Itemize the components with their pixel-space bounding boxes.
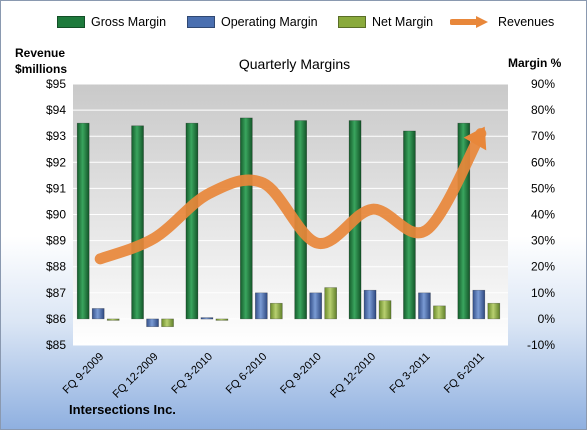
gross-margin-swatch bbox=[57, 16, 85, 28]
left-tick-label: $85 bbox=[46, 338, 66, 352]
left-tick-label: $87 bbox=[46, 286, 66, 300]
gross-margin-bar bbox=[240, 117, 253, 320]
category-label: FQ 12-2009 bbox=[111, 351, 161, 401]
operating-margin-bar bbox=[91, 308, 105, 320]
operating-margin-bar bbox=[146, 318, 159, 328]
operating-margin-bar bbox=[255, 292, 268, 320]
right-tick-label: 80% bbox=[531, 103, 555, 117]
revenues-line bbox=[94, 128, 487, 265]
right-tick-label: 10% bbox=[531, 286, 555, 300]
net-margin-bar bbox=[324, 287, 337, 320]
right-axis-title: Margin % bbox=[508, 56, 562, 70]
left-tick-label: $95 bbox=[46, 77, 66, 91]
category-label: FQ 6-2011 bbox=[442, 351, 487, 396]
company-name: Intersections Inc. bbox=[69, 402, 176, 417]
net-margin-bar bbox=[433, 305, 446, 320]
net-margin-bar bbox=[487, 302, 501, 320]
revenues-arrowhead bbox=[463, 126, 487, 151]
operating-margin-bar bbox=[363, 289, 377, 320]
left-tick-label: $92 bbox=[46, 155, 66, 169]
right-tick-label: 40% bbox=[531, 208, 555, 222]
legend-label-revenues: Revenues bbox=[498, 15, 555, 29]
net-margin-bar bbox=[106, 318, 120, 321]
right-tick-label: 50% bbox=[531, 181, 555, 195]
category-label: FQ 12-2010 bbox=[328, 351, 378, 401]
legend-item-gross-margin: Gross Margin bbox=[57, 15, 166, 29]
operating-margin-bar bbox=[200, 317, 214, 320]
net-margin-bar bbox=[161, 318, 174, 328]
category-label: FQ 6-2010 bbox=[224, 351, 270, 397]
category-label: FQ 9-2009 bbox=[61, 351, 107, 397]
category-label: FQ 3-2010 bbox=[169, 351, 215, 397]
net-margin-bar bbox=[215, 318, 229, 321]
legend-item-net-margin: Net Margin bbox=[338, 15, 433, 29]
operating-margin-bar bbox=[418, 292, 431, 320]
revenues-arrow-icon bbox=[450, 16, 488, 28]
left-tick-label: $86 bbox=[46, 312, 66, 326]
gross-margin-bar bbox=[131, 125, 144, 320]
right-tick-label: 90% bbox=[531, 77, 555, 91]
legend-item-operating-margin: Operating Margin bbox=[187, 15, 318, 29]
left-tick-label: $88 bbox=[46, 260, 66, 274]
operating-margin-bar bbox=[309, 292, 322, 320]
left-tick-label: $89 bbox=[46, 234, 66, 248]
legend-label-net-margin: Net Margin bbox=[372, 15, 434, 29]
net-margin-swatch bbox=[338, 16, 366, 28]
category-label: FQ 3-2011 bbox=[387, 351, 432, 396]
legend-item-revenues: Revenues bbox=[450, 15, 554, 29]
right-tick-label: 0% bbox=[538, 312, 556, 326]
operating-margin-bar bbox=[472, 289, 486, 320]
left-axis-title-line1: Revenue bbox=[15, 46, 66, 60]
left-tick-label: $91 bbox=[46, 181, 66, 195]
left-tick-label: $90 bbox=[46, 208, 66, 222]
right-tick-label: 70% bbox=[531, 129, 555, 143]
legend-label-gross-margin: Gross Margin bbox=[91, 15, 167, 29]
left-tick-label: $94 bbox=[46, 103, 66, 117]
legend: Gross Margin Operating Margin Net Margin… bbox=[1, 15, 586, 37]
chart-title: Quarterly Margins bbox=[238, 56, 351, 72]
category-label: FQ 9-2010 bbox=[278, 351, 324, 397]
operating-margin-swatch bbox=[187, 16, 215, 28]
right-tick-label: -10% bbox=[527, 338, 555, 352]
left-axis-title: Revenue $millions bbox=[15, 45, 67, 77]
gross-margin-bar bbox=[185, 122, 199, 320]
left-tick-label: $93 bbox=[46, 129, 66, 143]
net-margin-bar bbox=[270, 302, 283, 320]
left-axis-title-line2: $millions bbox=[15, 62, 68, 76]
right-tick-label: 30% bbox=[531, 234, 555, 248]
net-margin-bar bbox=[378, 300, 392, 320]
gross-margin-bar bbox=[76, 122, 90, 320]
right-tick-label: 60% bbox=[531, 155, 555, 169]
legend-label-operating-margin: Operating Margin bbox=[221, 15, 318, 29]
right-tick-label: 20% bbox=[531, 260, 555, 274]
